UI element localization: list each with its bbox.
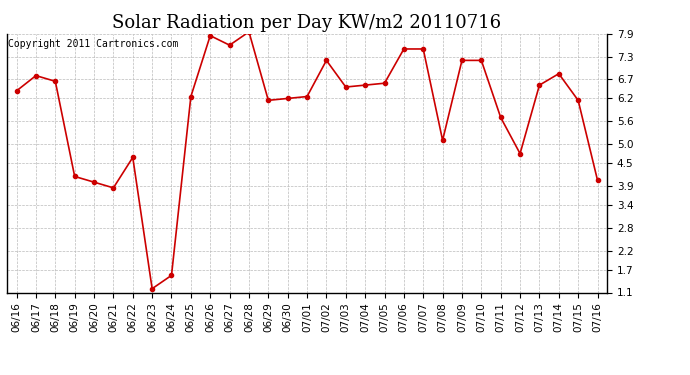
Title: Solar Radiation per Day KW/m2 20110716: Solar Radiation per Day KW/m2 20110716	[112, 14, 502, 32]
Text: Copyright 2011 Cartronics.com: Copyright 2011 Cartronics.com	[8, 39, 179, 49]
